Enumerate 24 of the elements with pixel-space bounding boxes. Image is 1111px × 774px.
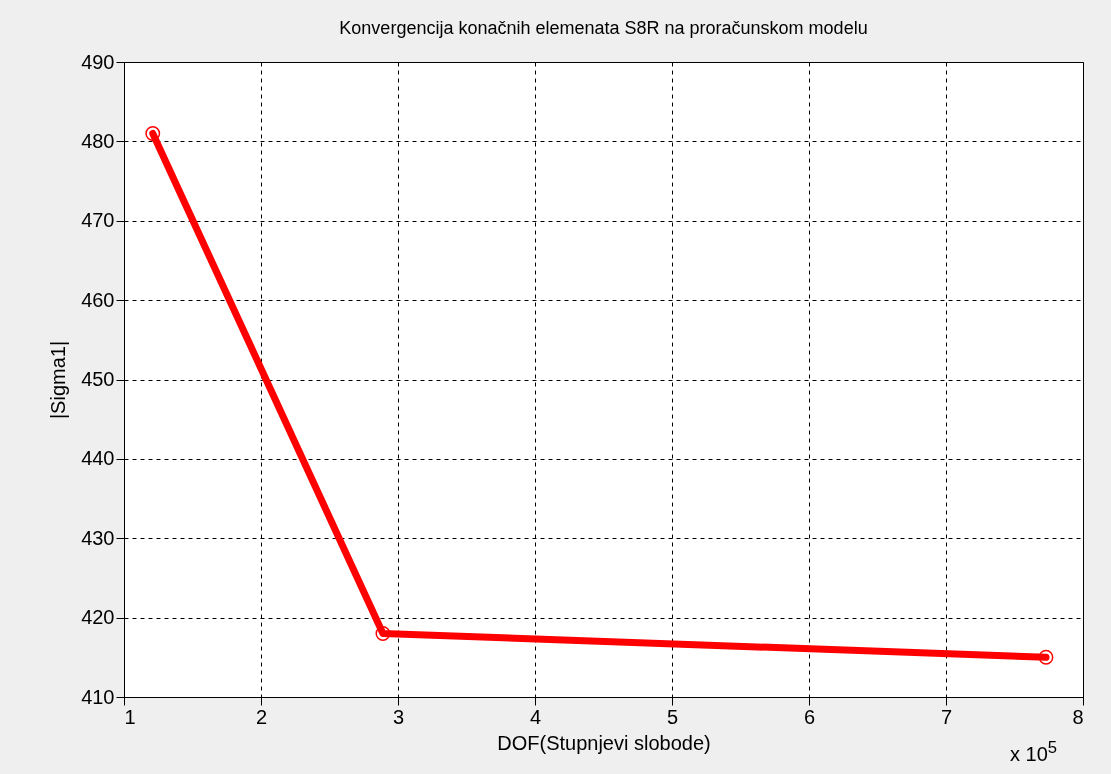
y-tick-label: 470 xyxy=(81,209,115,232)
x-tick-label: 5 xyxy=(666,705,679,728)
y-tick-label: 490 xyxy=(81,50,115,73)
x-tick-label: 4 xyxy=(529,705,542,728)
y-tick-label: 430 xyxy=(81,526,115,549)
point xyxy=(375,626,391,641)
y-tick-label: 480 xyxy=(81,129,115,152)
y-tick-label: 420 xyxy=(81,606,115,629)
y-tick-label: 450 xyxy=(81,368,115,390)
x-tick-label: 3 xyxy=(392,705,405,728)
y-tick-label: 460 xyxy=(81,288,115,311)
x-axis-title: DOF(Stupnjevi slobode) xyxy=(497,731,711,754)
point xyxy=(1038,649,1054,665)
text: x 10$^{5}$ xyxy=(1010,738,1058,766)
x-tick-label: 8 xyxy=(1072,705,1084,728)
x-tick-label: 6 xyxy=(803,705,816,728)
point xyxy=(145,125,161,141)
x-tick-label: 7 xyxy=(940,705,953,728)
y-axis-title: |Sigma1| xyxy=(47,340,70,420)
x-tick-label: 2 xyxy=(255,705,268,728)
chart-title: Konvergencija konačnih elemenata S8R na proračunskom modelu xyxy=(339,18,868,38)
y-tick-label: 440 xyxy=(81,447,115,470)
x-tick-label: 1 xyxy=(124,705,136,728)
y-tick-label: 410 xyxy=(81,685,115,708)
